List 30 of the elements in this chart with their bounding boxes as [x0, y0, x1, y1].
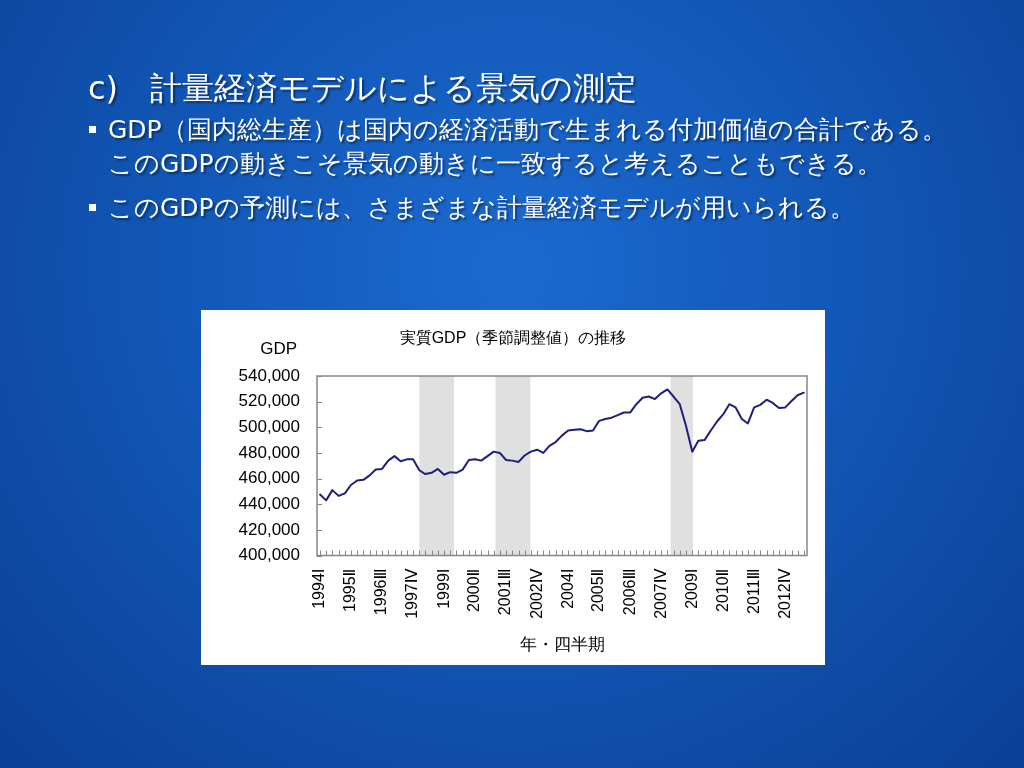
x-tick-label: 2007Ⅳ [651, 568, 669, 619]
x-tick-label: 2012Ⅳ [775, 568, 793, 619]
x-tick-label: 2002Ⅳ [527, 568, 545, 619]
x-tick-label: 2011Ⅲ [744, 568, 762, 614]
x-tick-label: 1996Ⅲ [372, 568, 390, 616]
x-tick-label: 1994Ⅰ [310, 568, 328, 609]
x-tick-label: 2001Ⅲ [496, 568, 514, 616]
y-tick-label: 500,000 [238, 416, 300, 436]
chart-title: 実質GDP（季節調整値）の推移 [399, 329, 627, 347]
x-tick-label: 1999Ⅰ [434, 568, 452, 609]
y-tick-label: 460,000 [238, 468, 300, 488]
y-axis-title: GDP [260, 338, 297, 358]
x-tick-label: 2000Ⅱ [465, 568, 483, 612]
y-tick-label: 440,000 [238, 493, 300, 513]
y-tick-label: 420,000 [238, 519, 300, 539]
y-tick-label: 480,000 [238, 442, 300, 462]
x-tick-label: 1995Ⅱ [341, 568, 359, 612]
x-tick-label: 2005Ⅱ [589, 568, 607, 612]
x-tick-label: 2006Ⅲ [620, 568, 638, 616]
x-tick-label: 2010Ⅱ [713, 568, 731, 612]
text: c) 計量経済モデルによる景気の測定 [88, 68, 638, 109]
y-tick-label: 540,000 [238, 365, 300, 385]
y-tick-label: 520,000 [238, 391, 300, 411]
y-tick-label: 400,000 [238, 545, 300, 565]
text: このGDPの予測には、さまざまな計量経済モデルが用いられる。 [108, 192, 856, 224]
x-tick-label: 2009Ⅰ [682, 568, 700, 609]
x-tick-label: 1997Ⅳ [403, 568, 421, 619]
x-tick-label: 2004Ⅰ [558, 568, 576, 609]
x-axis-title: 年・四半期 [519, 635, 605, 655]
text: GDP（国内総生産）は国内の経済活動で生まれる付加価値の合計である。このGDPの動きこそ景気の動きに一致すると考えることもできる。 [108, 114, 948, 180]
